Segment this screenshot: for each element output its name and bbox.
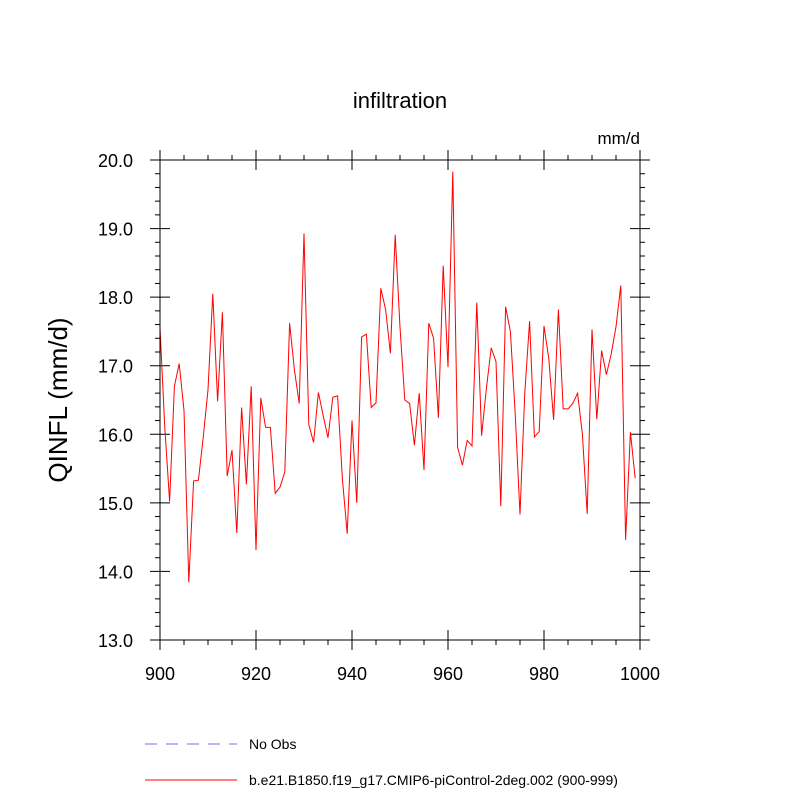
units-label: mm/d — [598, 129, 641, 148]
y-tick-label: 19.0 — [98, 220, 133, 240]
legend: No Obs b.e21.B1850.f19_g17.CMIP6-piContro… — [145, 736, 618, 788]
x-tick-label: 920 — [241, 664, 271, 684]
y-tick-label: 13.0 — [98, 631, 133, 651]
legend-label: No Obs — [249, 736, 296, 752]
legend-label: b.e21.B1850.f19_g17.CMIP6-piControl-2deg… — [249, 772, 618, 788]
y-tick-label: 16.0 — [98, 425, 133, 445]
x-tick-label: 960 — [433, 664, 463, 684]
y-tick-label: 18.0 — [98, 288, 133, 308]
x-tick-label: 980 — [529, 664, 559, 684]
y-tick-label: 14.0 — [98, 562, 133, 582]
y-tick-label: 20.0 — [98, 151, 133, 171]
x-tick-label: 1000 — [620, 664, 660, 684]
y-tick-label: 17.0 — [98, 357, 133, 377]
plot-frame — [159, 159, 641, 641]
series-line — [159, 171, 636, 583]
y-tick-label: 15.0 — [98, 494, 133, 514]
chart-title: infiltration — [353, 88, 447, 113]
axis-tick-labels: 900 920 940 960 980 1000 13.0 14.0 15.0 16.0 17.0 1… — [98, 151, 660, 684]
series-group — [159, 171, 636, 583]
x-tick-label: 940 — [337, 664, 367, 684]
y-axis-label: QINFL (mm/d) — [43, 317, 73, 482]
x-tick-label: 900 — [145, 664, 175, 684]
